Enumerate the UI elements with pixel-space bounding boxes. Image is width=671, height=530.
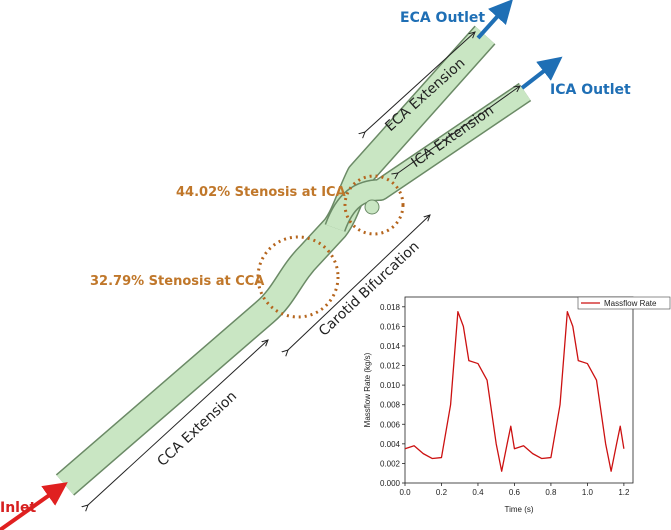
x-tick-label: 1.0 — [582, 488, 594, 497]
label: 44.02% Stenosis at ICA — [176, 185, 346, 200]
y-tick-label: 0.010 — [380, 381, 401, 390]
x-tick-label: 0.0 — [399, 488, 411, 497]
x-axis-title: Time (s) — [504, 505, 533, 514]
x-tick-label: 0.6 — [509, 488, 521, 497]
y-tick-label: 0.002 — [380, 459, 401, 468]
y-tick-label: 0.000 — [380, 479, 401, 488]
label: ECA Outlet — [400, 10, 485, 26]
x-tick-label: 0.8 — [545, 488, 557, 497]
outlet-arrow — [476, 0, 514, 40]
inlet-arrow — [0, 482, 68, 530]
chart: Time (s) Massflow Rate (kg/s) 0.0 0.2 0.4 0… — [363, 296, 671, 514]
y-tick-label: 0.016 — [380, 322, 401, 331]
y-tick-label: 0.014 — [380, 342, 401, 351]
y-tick-label: 0.018 — [380, 303, 401, 312]
outlet-arrow — [520, 56, 563, 90]
y-tick-label: 0.012 — [380, 362, 401, 371]
plot-area — [404, 296, 634, 484]
y-tick-label: 0.004 — [380, 440, 401, 449]
legend-label: Massflow Rate — [604, 299, 657, 308]
dimension-lines — [88, 32, 520, 505]
label: 32.79% Stenosis at CCA — [90, 274, 264, 289]
stenosis-circle — [343, 174, 405, 236]
line — [404, 311, 625, 472]
y-axis-title: Massflow Rate (kg/s) — [363, 352, 372, 427]
x-tick-label: 0.4 — [472, 488, 484, 497]
label: ECA Extension — [382, 55, 468, 135]
x-tick-label: 0.2 — [436, 488, 448, 497]
label: ICA Outlet — [550, 82, 631, 98]
y-tick-label: 0.006 — [380, 420, 401, 429]
legend-box — [577, 296, 671, 310]
x-tick-label: 1.2 — [618, 488, 630, 497]
label: Inlet — [0, 500, 36, 516]
y-tick-label: 0.008 — [380, 401, 401, 410]
